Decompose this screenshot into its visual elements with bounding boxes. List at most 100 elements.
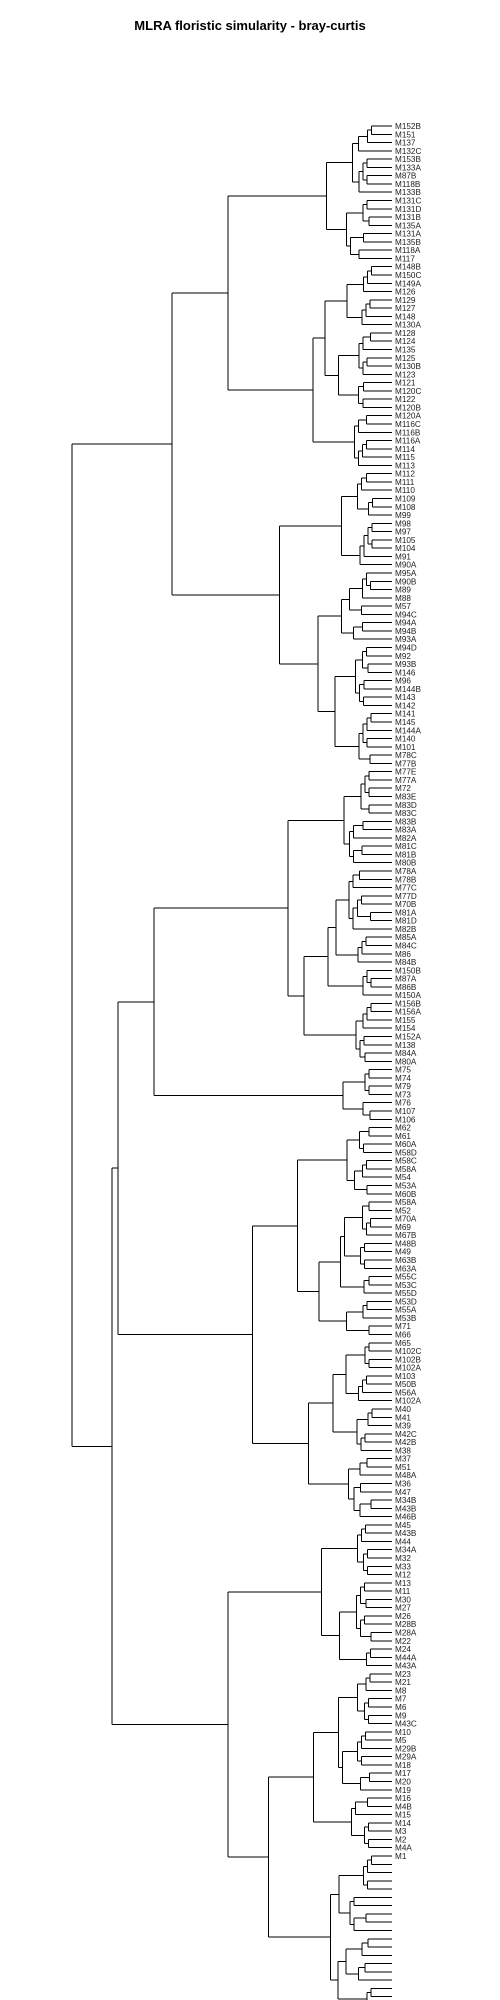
leaf-label: M60A bbox=[395, 1140, 417, 1149]
leaf-label: M78B bbox=[395, 875, 417, 884]
leaf-label: M62 bbox=[395, 1124, 411, 1133]
leaf-label: M114 bbox=[395, 445, 415, 454]
leaf-label: M83B bbox=[395, 817, 417, 826]
leaf-label: M67B bbox=[395, 1231, 417, 1240]
leaf-label: M38 bbox=[395, 1446, 411, 1455]
leaf-label: M17 bbox=[395, 1769, 411, 1778]
leaf-label: M46B bbox=[395, 1513, 417, 1522]
leaf-label: M153B bbox=[395, 155, 421, 164]
leaf-label: M29B bbox=[395, 1744, 417, 1753]
leaf-label: M155 bbox=[395, 1016, 416, 1025]
leaf-label: M21 bbox=[395, 1678, 411, 1687]
leaf-label: M131C bbox=[395, 196, 421, 205]
leaf-label: M113 bbox=[395, 461, 415, 470]
leaf-label: M131B bbox=[395, 213, 421, 222]
leaf-label: M120B bbox=[395, 403, 421, 412]
leaf-label: M138 bbox=[395, 1041, 416, 1050]
leaf-label: M4B bbox=[395, 1802, 412, 1811]
leaf-label: M6 bbox=[395, 1703, 407, 1712]
leaf-label: M70B bbox=[395, 900, 417, 909]
leaf-label: M28A bbox=[395, 1629, 417, 1638]
leaf-label: M75 bbox=[395, 1066, 411, 1075]
leaf-label: M87B bbox=[395, 172, 417, 181]
leaf-label: M41 bbox=[395, 1413, 411, 1422]
leaf-label: M37 bbox=[395, 1455, 411, 1464]
leaf-label: M58C bbox=[395, 1157, 417, 1166]
leaf-label: M103 bbox=[395, 1372, 416, 1381]
leaf-label: M52 bbox=[395, 1206, 411, 1215]
leaf-label: M89 bbox=[395, 586, 411, 595]
leaf-label: M10 bbox=[395, 1728, 411, 1737]
leaf-label: M150B bbox=[395, 966, 421, 975]
leaf-label: M110 bbox=[395, 486, 415, 495]
leaf-label: M105 bbox=[395, 536, 416, 545]
leaf-label: M123 bbox=[395, 370, 416, 379]
leaf-label: M45 bbox=[395, 1521, 411, 1530]
leaf-label: M94B bbox=[395, 627, 417, 636]
leaf-label: M112 bbox=[395, 470, 415, 479]
leaf-label: M32 bbox=[395, 1554, 411, 1563]
leaf-label: M96 bbox=[395, 677, 411, 686]
leaf-label: M44A bbox=[395, 1653, 417, 1662]
leaf-label: M90B bbox=[395, 577, 417, 586]
leaf-label: M70A bbox=[395, 1215, 417, 1224]
leaf-label: M102A bbox=[395, 1397, 421, 1406]
leaf-label: M78A bbox=[395, 867, 417, 876]
leaf-label: M20 bbox=[395, 1778, 411, 1787]
leaf-label: M14 bbox=[395, 1819, 411, 1828]
leaf-label: M135A bbox=[395, 221, 421, 230]
leaf-label: M58D bbox=[395, 1148, 417, 1157]
leaf-label: M90A bbox=[395, 561, 417, 570]
leaf-label: M8 bbox=[395, 1686, 407, 1695]
leaf-label: M83C bbox=[395, 809, 417, 818]
leaf-label: M98 bbox=[395, 519, 411, 528]
leaf-label: M40 bbox=[395, 1405, 411, 1414]
leaf-label: M97 bbox=[395, 528, 411, 537]
leaf-label: M144B bbox=[395, 685, 421, 694]
leaf-label: M148 bbox=[395, 312, 416, 321]
leaf-label: M43B bbox=[395, 1529, 417, 1538]
leaf-label: M15 bbox=[395, 1811, 411, 1820]
leaf-label: M43A bbox=[395, 1662, 417, 1671]
leaf-label: M48A bbox=[395, 1471, 417, 1480]
leaf-label: M126 bbox=[395, 288, 416, 297]
leaf-label: M117 bbox=[395, 254, 415, 263]
leaf-label: M104 bbox=[395, 544, 416, 553]
leaf-label: M118A bbox=[395, 246, 421, 255]
leaf-label: M50B bbox=[395, 1380, 417, 1389]
leaf-label: M29A bbox=[395, 1753, 417, 1762]
leaf-label: M86B bbox=[395, 983, 417, 992]
leaf-label: M33 bbox=[395, 1562, 411, 1571]
leaf-label: M116A bbox=[395, 437, 421, 446]
leaf-label: M12 bbox=[395, 1571, 411, 1580]
leaf-labels: M152BM151M137M132CM153BM133AM87BM118BM13… bbox=[395, 122, 421, 1861]
leaf-label: M124 bbox=[395, 337, 416, 346]
leaf-label: M135 bbox=[395, 345, 416, 354]
leaf-label: M27 bbox=[395, 1604, 411, 1613]
leaf-label: M48B bbox=[395, 1239, 417, 1248]
leaf-label: M53C bbox=[395, 1281, 417, 1290]
leaf-label: M152A bbox=[395, 1033, 421, 1042]
leaf-label: M53D bbox=[395, 1297, 417, 1306]
chart-title: MLRA floristic simularity - bray-curtis bbox=[134, 18, 366, 33]
leaf-label: M77A bbox=[395, 776, 417, 785]
leaf-label: M34B bbox=[395, 1496, 417, 1505]
leaf-label: M77B bbox=[395, 759, 417, 768]
leaf-label: M57 bbox=[395, 602, 411, 611]
leaf-label: M43B bbox=[395, 1504, 417, 1513]
leaf-label: M7 bbox=[395, 1695, 407, 1704]
leaf-label: M22 bbox=[395, 1637, 411, 1646]
leaf-label: M149A bbox=[395, 279, 421, 288]
leaf-label: M109 bbox=[395, 494, 416, 503]
leaf-label: M83D bbox=[395, 801, 417, 810]
leaf-label: M71 bbox=[395, 1322, 411, 1331]
leaf-label: M82B bbox=[395, 925, 417, 934]
leaf-label: M116B bbox=[395, 428, 421, 437]
leaf-label: M73 bbox=[395, 1090, 411, 1099]
leaf-label: M63B bbox=[395, 1256, 417, 1265]
leaf-label: M116C bbox=[395, 420, 421, 429]
leaf-label: M77D bbox=[395, 892, 417, 901]
leaf-label: M130A bbox=[395, 321, 421, 330]
leaf-label: M148B bbox=[395, 263, 421, 272]
